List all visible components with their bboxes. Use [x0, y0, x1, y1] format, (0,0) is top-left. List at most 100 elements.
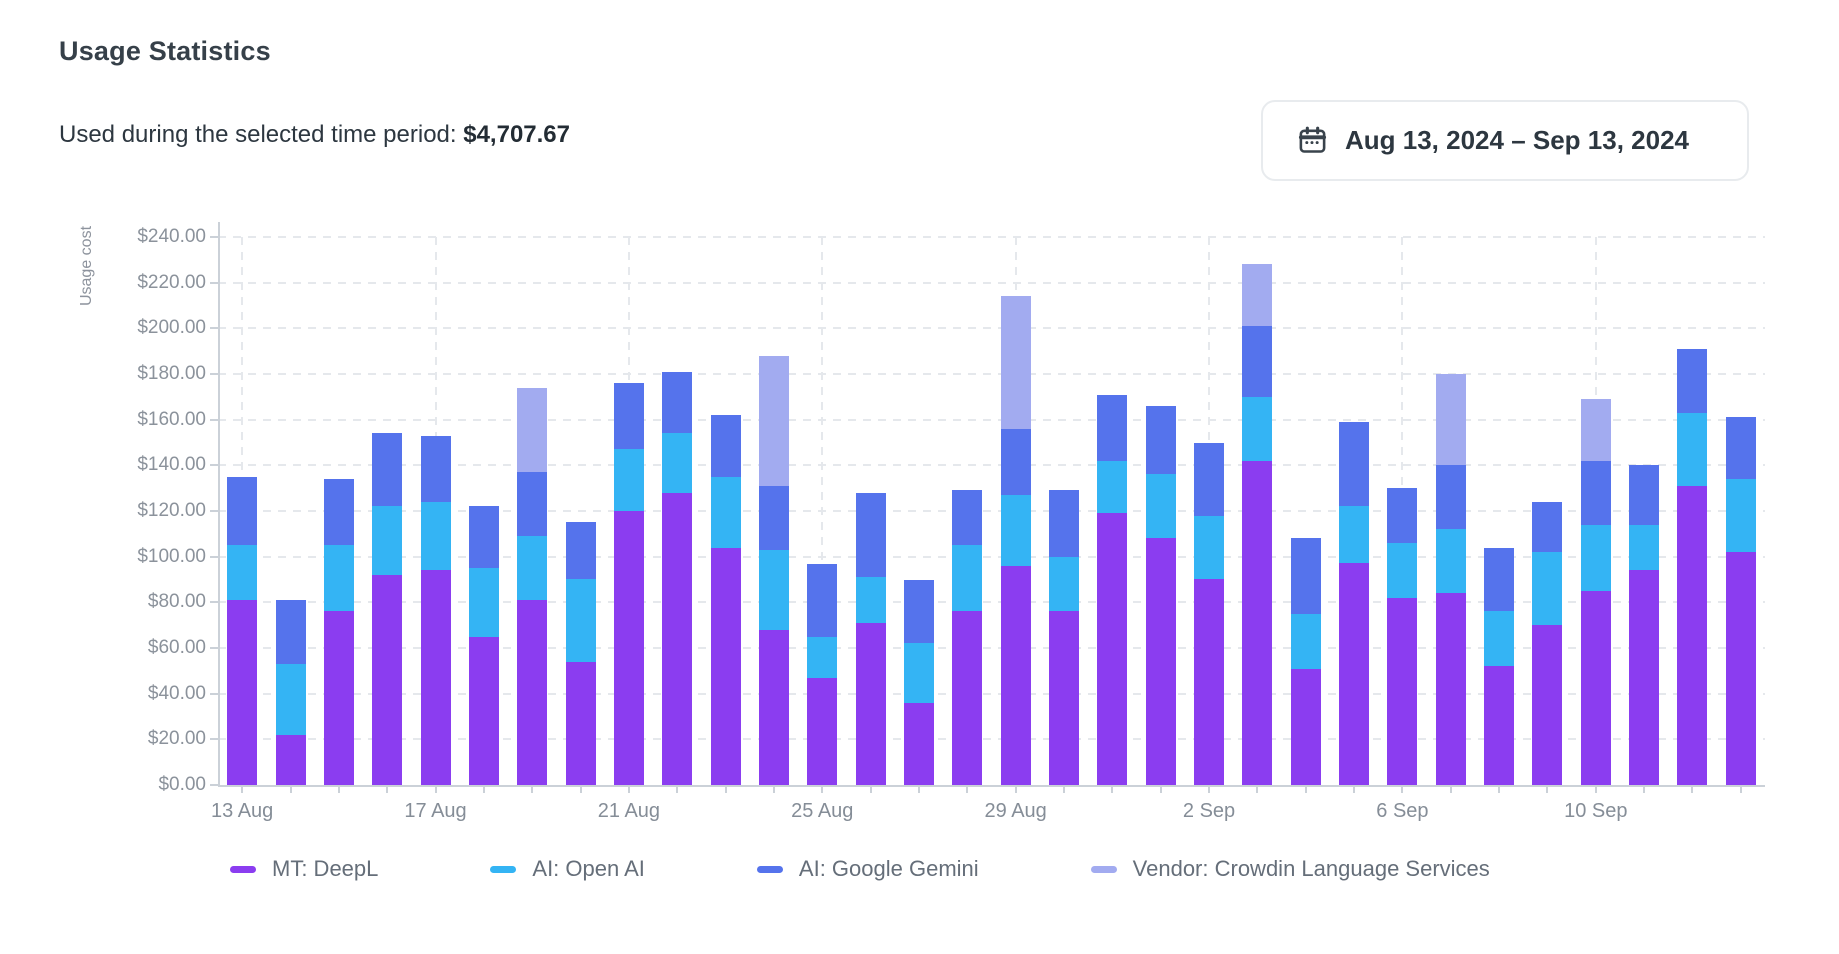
- bar-segment-ai-open-ai[interactable]: [1725, 479, 1756, 553]
- bar-segment-ai-open-ai[interactable]: [1387, 542, 1418, 598]
- bar-segment-vendor-crowdin-language-services[interactable]: [1000, 296, 1031, 429]
- legend-item-vendor-crowdin-language-services[interactable]: Vendor: Crowdin Language Services: [1090, 856, 1490, 882]
- bar-segment-ai-google-gemini[interactable]: [517, 472, 548, 537]
- bar-segment-ai-google-gemini[interactable]: [855, 492, 886, 578]
- bar-segment-mt-deepl[interactable]: [323, 611, 354, 785]
- bar-9-sep[interactable]: [1532, 501, 1563, 785]
- bar-segment-mt-deepl[interactable]: [1290, 668, 1321, 785]
- bar-segment-mt-deepl[interactable]: [613, 510, 644, 785]
- bar-segment-ai-google-gemini[interactable]: [1725, 417, 1756, 480]
- bar-segment-vendor-crowdin-language-services[interactable]: [758, 355, 789, 486]
- bar-segment-mt-deepl[interactable]: [420, 570, 451, 785]
- bar-segment-ai-google-gemini[interactable]: [710, 415, 741, 477]
- bar-segment-ai-google-gemini[interactable]: [807, 563, 838, 637]
- bar-segment-mt-deepl[interactable]: [1629, 570, 1660, 785]
- bar-segment-ai-google-gemini[interactable]: [1242, 326, 1273, 397]
- bar-25-aug[interactable]: [807, 563, 838, 785]
- legend-item-mt-deepl[interactable]: MT: DeepL: [230, 856, 378, 882]
- bar-segment-ai-open-ai[interactable]: [758, 549, 789, 630]
- bar-segment-mt-deepl[interactable]: [758, 629, 789, 785]
- bar-segment-ai-open-ai[interactable]: [1629, 524, 1660, 571]
- bar-30-aug[interactable]: [1049, 490, 1080, 785]
- bar-segment-ai-open-ai[interactable]: [613, 449, 644, 511]
- bar-segment-mt-deepl[interactable]: [1725, 552, 1756, 785]
- bar-segment-ai-open-ai[interactable]: [1242, 396, 1273, 461]
- bar-28-aug[interactable]: [952, 490, 983, 785]
- bar-18-aug[interactable]: [468, 506, 499, 785]
- bar-segment-ai-open-ai[interactable]: [517, 536, 548, 600]
- bar-20-aug[interactable]: [565, 522, 596, 785]
- bar-segment-mt-deepl[interactable]: [1339, 563, 1370, 785]
- bar-segment-mt-deepl[interactable]: [1435, 593, 1466, 785]
- bar-segment-ai-open-ai[interactable]: [420, 501, 451, 571]
- bar-segment-ai-google-gemini[interactable]: [565, 522, 596, 580]
- bar-segment-mt-deepl[interactable]: [227, 600, 258, 785]
- bar-27-aug[interactable]: [903, 579, 934, 786]
- bar-segment-ai-google-gemini[interactable]: [1435, 465, 1466, 530]
- bar-segment-ai-google-gemini[interactable]: [758, 485, 789, 550]
- bar-segment-mt-deepl[interactable]: [662, 492, 693, 785]
- bar-segment-ai-google-gemini[interactable]: [952, 490, 983, 546]
- bar-segment-ai-open-ai[interactable]: [468, 568, 499, 637]
- bar-segment-ai-google-gemini[interactable]: [1000, 428, 1031, 495]
- bar-10-sep[interactable]: [1580, 399, 1611, 785]
- bar-segment-mt-deepl[interactable]: [1580, 590, 1611, 785]
- bar-segment-ai-open-ai[interactable]: [1145, 474, 1176, 539]
- bar-segment-ai-google-gemini[interactable]: [1580, 460, 1611, 525]
- bar-17-aug[interactable]: [420, 435, 451, 785]
- bar-segment-vendor-crowdin-language-services[interactable]: [1580, 399, 1611, 461]
- bar-segment-ai-open-ai[interactable]: [1580, 524, 1611, 591]
- bar-segment-ai-open-ai[interactable]: [807, 636, 838, 678]
- bar-11-sep[interactable]: [1629, 465, 1660, 785]
- bar-segment-ai-open-ai[interactable]: [662, 433, 693, 493]
- bar-1-sep[interactable]: [1145, 405, 1176, 785]
- bar-segment-mt-deepl[interactable]: [517, 600, 548, 785]
- bar-segment-ai-google-gemini[interactable]: [323, 479, 354, 546]
- bar-segment-ai-google-gemini[interactable]: [275, 600, 306, 664]
- legend-item-ai-open-ai[interactable]: AI: Open AI: [490, 856, 645, 882]
- bar-segment-mt-deepl[interactable]: [468, 636, 499, 785]
- bar-segment-ai-open-ai[interactable]: [710, 476, 741, 548]
- bar-3-sep[interactable]: [1242, 264, 1273, 785]
- bar-22-aug[interactable]: [662, 371, 693, 785]
- bar-segment-mt-deepl[interactable]: [1097, 513, 1128, 785]
- bar-segment-ai-google-gemini[interactable]: [468, 506, 499, 569]
- bar-26-aug[interactable]: [855, 492, 886, 785]
- bar-segment-mt-deepl[interactable]: [1484, 666, 1515, 785]
- bar-7-sep[interactable]: [1435, 374, 1466, 785]
- bar-13-aug[interactable]: [227, 476, 258, 785]
- bar-segment-mt-deepl[interactable]: [1049, 611, 1080, 785]
- bar-19-aug[interactable]: [517, 387, 548, 785]
- bar-segment-ai-open-ai[interactable]: [1339, 506, 1370, 564]
- bar-segment-ai-google-gemini[interactable]: [420, 435, 451, 502]
- bar-segment-ai-google-gemini[interactable]: [1387, 488, 1418, 543]
- bar-2-sep[interactable]: [1194, 442, 1225, 786]
- bar-segment-mt-deepl[interactable]: [807, 677, 838, 785]
- bar-segment-ai-google-gemini[interactable]: [1097, 394, 1128, 461]
- bar-segment-ai-open-ai[interactable]: [1097, 460, 1128, 514]
- bar-segment-ai-open-ai[interactable]: [323, 545, 354, 612]
- bar-segment-ai-open-ai[interactable]: [1290, 613, 1321, 669]
- bar-segment-ai-google-gemini[interactable]: [372, 433, 403, 507]
- bar-8-sep[interactable]: [1484, 547, 1515, 785]
- bar-segment-ai-open-ai[interactable]: [903, 643, 934, 703]
- bar-segment-mt-deepl[interactable]: [275, 734, 306, 785]
- bar-segment-ai-google-gemini[interactable]: [1484, 547, 1515, 612]
- bar-segment-ai-google-gemini[interactable]: [1290, 538, 1321, 614]
- bar-segment-ai-google-gemini[interactable]: [1339, 421, 1370, 507]
- bar-5-sep[interactable]: [1339, 421, 1370, 785]
- bar-segment-ai-open-ai[interactable]: [1532, 552, 1563, 626]
- bar-segment-ai-open-ai[interactable]: [1194, 515, 1225, 580]
- bar-segment-mt-deepl[interactable]: [1242, 460, 1273, 785]
- bar-segment-vendor-crowdin-language-services[interactable]: [1242, 264, 1273, 327]
- bar-segment-mt-deepl[interactable]: [1000, 565, 1031, 785]
- bar-6-sep[interactable]: [1387, 488, 1418, 785]
- bar-segment-ai-google-gemini[interactable]: [1194, 442, 1225, 516]
- bar-21-aug[interactable]: [613, 383, 644, 785]
- bar-segment-mt-deepl[interactable]: [1532, 625, 1563, 785]
- bar-4-sep[interactable]: [1290, 538, 1321, 785]
- bar-segment-mt-deepl[interactable]: [1387, 597, 1418, 785]
- bar-segment-mt-deepl[interactable]: [1194, 579, 1225, 785]
- bar-segment-ai-open-ai[interactable]: [1049, 556, 1080, 612]
- bar-segment-ai-google-gemini[interactable]: [1049, 490, 1080, 557]
